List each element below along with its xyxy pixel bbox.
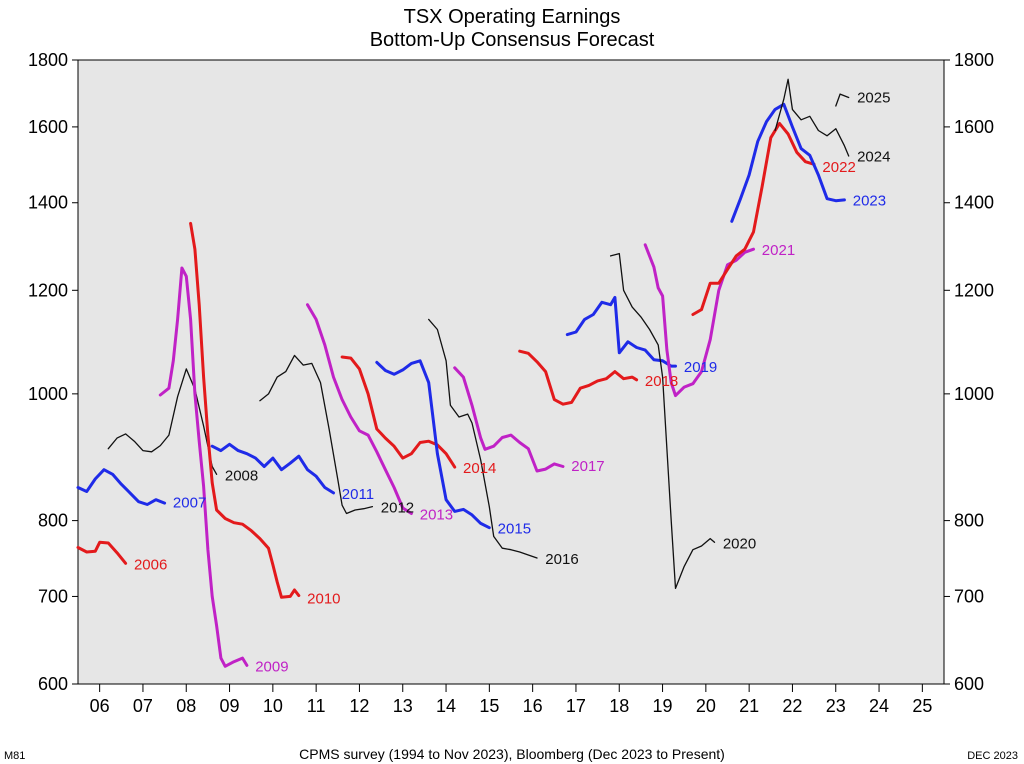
series-label-2016: 2016: [545, 551, 578, 568]
footer-source: CPMS survey (1994 to Nov 2023), Bloomber…: [299, 746, 725, 762]
x-tick-label: 17: [566, 696, 586, 716]
series-label-2022: 2022: [822, 159, 855, 176]
series-label-2008: 2008: [225, 467, 258, 484]
series-line-2007: [76, 468, 167, 506]
x-tick-label: 15: [479, 696, 499, 716]
footer-date: DEC 2023: [967, 750, 1018, 762]
x-tick-label: 19: [653, 696, 673, 716]
series-line-2020: [609, 252, 716, 590]
series-label-2021: 2021: [762, 242, 795, 259]
y-tick-label-left: 600: [38, 674, 68, 694]
x-tick-label: 09: [220, 696, 240, 716]
series-label-2006: 2006: [134, 556, 167, 573]
x-tick-label: 07: [133, 696, 153, 716]
y-tick-label-left: 1600: [28, 117, 68, 137]
series-line-2024: [774, 78, 850, 157]
series-label-2013: 2013: [420, 507, 453, 524]
chart-title: TSX Operating Earnings: [403, 6, 621, 28]
x-tick-label: 18: [609, 696, 629, 716]
series-line-2018: [518, 349, 639, 406]
chart-subtitle: Bottom-Up Consensus Forecast: [369, 29, 655, 51]
footer-code: M81: [4, 750, 26, 762]
series-line-2015: [375, 359, 491, 530]
series-line-2025: [835, 93, 850, 107]
x-tick-label: 06: [90, 696, 110, 716]
x-tick-label: 25: [912, 696, 932, 716]
y-tick-label-right: 1600: [954, 117, 994, 137]
series-label-2023: 2023: [853, 193, 886, 210]
x-tick-label: 10: [263, 696, 283, 716]
x-tick-label: 14: [436, 696, 456, 716]
x-tick-label: 22: [782, 696, 802, 716]
series-label-2025: 2025: [857, 89, 890, 106]
series-label-2012: 2012: [381, 500, 414, 517]
x-tick-label: 24: [869, 696, 889, 716]
series-label-2018: 2018: [645, 373, 678, 390]
series-line-2012: [259, 354, 374, 515]
y-tick-label-right: 1400: [954, 193, 994, 213]
series-line-2023: [730, 102, 846, 223]
series-line-2009: [158, 266, 249, 668]
plot-area: [77, 59, 945, 685]
series-line-2008: [107, 368, 218, 475]
series-line-2022: [691, 121, 816, 316]
y-tick-label-left: 1800: [28, 50, 68, 70]
series-label-2010: 2010: [307, 590, 340, 607]
x-tick-label: 13: [393, 696, 413, 716]
series-line-2006: [76, 540, 128, 565]
y-tick-label-right: 1000: [954, 384, 994, 404]
series-label-2020: 2020: [723, 535, 756, 552]
x-tick-label: 11: [307, 696, 326, 716]
chart-title-block: TSX Operating Earnings Bottom-Up Consens…: [0, 6, 1024, 52]
y-tick-label-right: 700: [954, 586, 984, 606]
x-tick-label: 23: [826, 696, 846, 716]
series-label-2024: 2024: [857, 148, 890, 165]
series-label-2011: 2011: [342, 486, 374, 503]
y-tick-label-left: 1000: [28, 384, 68, 404]
y-tick-label-left: 800: [38, 511, 68, 531]
x-tick-label: 20: [696, 696, 716, 716]
series-label-2015: 2015: [498, 521, 531, 538]
y-tick-label-right: 1800: [954, 50, 994, 70]
y-tick-label-right: 1200: [954, 280, 994, 300]
series-line-2011: [210, 442, 335, 495]
series-line-2013: [306, 303, 413, 515]
series-line-2010: [189, 221, 301, 599]
series-label-2007: 2007: [173, 495, 206, 512]
series-line-2017: [453, 366, 565, 473]
x-tick-label: 21: [739, 696, 759, 716]
series-label-2019: 2019: [684, 359, 717, 376]
series-label-2017: 2017: [571, 458, 604, 475]
y-tick-label-right: 600: [954, 674, 984, 694]
y-tick-label-left: 1400: [28, 193, 68, 213]
y-tick-label-left: 1200: [28, 280, 68, 300]
series-line-2016: [428, 318, 538, 559]
series-label-2014: 2014: [463, 460, 496, 477]
series-label-2009: 2009: [255, 658, 288, 675]
y-tick-label-left: 700: [38, 586, 68, 606]
y-tick-label-right: 800: [954, 511, 984, 531]
x-tick-label: 12: [349, 696, 369, 716]
x-tick-label: 16: [523, 696, 543, 716]
x-tick-label: 08: [176, 696, 196, 716]
